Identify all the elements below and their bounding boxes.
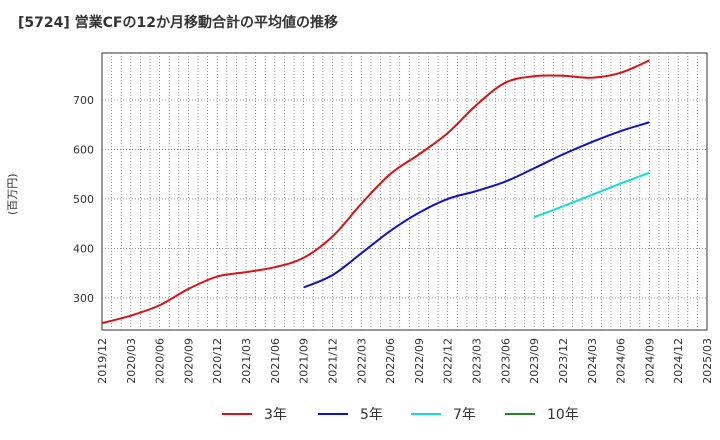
- y-tick-label: 400: [73, 242, 94, 255]
- y-tick-label: 500: [73, 193, 94, 206]
- x-tick-label: 2020/12: [211, 338, 224, 384]
- legend-label: 7年: [453, 407, 476, 423]
- x-tick-label: 2022/03: [355, 338, 368, 384]
- series-line-3年: [101, 59, 650, 325]
- x-tick-label: 2022/12: [442, 338, 455, 384]
- x-tick-label: 2020/03: [125, 338, 138, 384]
- x-tick-label: 2024/12: [672, 338, 685, 384]
- y-axis-ticks: 300 400 500 600 700: [73, 94, 94, 305]
- legend: 3年 5年 7年 10年: [222, 407, 579, 423]
- x-tick-label: 2023/12: [557, 338, 570, 384]
- legend-label: 3年: [264, 407, 287, 423]
- x-tick-label: 2022/09: [413, 338, 426, 384]
- x-tick-label: 2023/06: [499, 338, 512, 384]
- x-tick-label: 2023/09: [528, 338, 541, 384]
- series-line-7年: [533, 171, 650, 219]
- x-tick-label: 2021/06: [269, 338, 282, 384]
- x-tick-label: 2020/09: [182, 338, 195, 384]
- y-tick-label: 700: [73, 94, 94, 107]
- series-lines: [101, 59, 650, 325]
- x-tick-label: 2024/06: [615, 338, 628, 384]
- grid-lines: [102, 53, 707, 330]
- x-axis-ticks: 2019/12 2020/03 2020/06 2020/09 2020/12 2021/…: [96, 338, 714, 384]
- y-tick-label: 300: [73, 292, 94, 305]
- x-tick-label: 2023/03: [471, 338, 484, 384]
- legend-label: 10年: [547, 407, 579, 423]
- x-tick-label: 2025/03: [701, 338, 714, 384]
- x-tick-label: 2021/03: [240, 338, 253, 384]
- plot-area: [101, 52, 708, 331]
- x-tick-label: 2019/12: [96, 338, 109, 384]
- x-tick-label: 2021/12: [326, 338, 339, 384]
- x-tick-label: 2020/06: [154, 338, 167, 384]
- series-line-5年: [303, 121, 650, 289]
- x-tick-label: 2024/09: [643, 338, 656, 384]
- legend-label: 5年: [360, 407, 383, 423]
- chart-title: [5724] 営業CFの12か月移動合計の平均値の推移: [18, 15, 338, 31]
- x-tick-label: 2021/09: [298, 338, 311, 384]
- x-tick-label: 2024/03: [586, 338, 599, 384]
- x-tick-label: 2022/06: [384, 338, 397, 384]
- y-tick-label: 600: [73, 143, 94, 156]
